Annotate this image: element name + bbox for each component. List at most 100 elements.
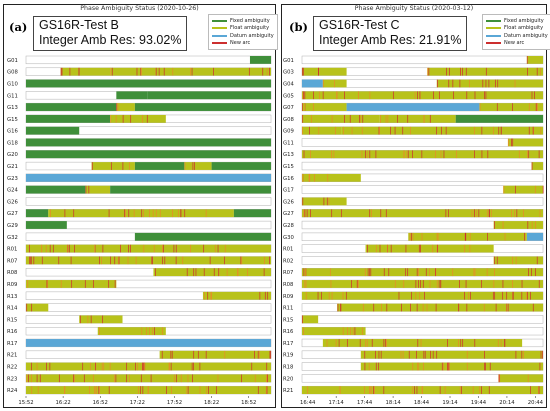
newarc-tick <box>464 232 466 241</box>
newarc-tick <box>74 374 76 383</box>
newarc-tick <box>535 221 536 229</box>
newarc-tick <box>102 315 104 324</box>
newarc-tick <box>432 244 434 253</box>
x-tick-label-5: 19:14 <box>442 400 458 406</box>
legend-entry-datum: Datum ambiguity <box>486 32 548 40</box>
newarc-tick <box>436 244 438 253</box>
newarc-tick <box>211 291 213 300</box>
sat-label-G11: G11 <box>283 140 294 146</box>
newarc-tick <box>474 150 475 159</box>
newarc-tick <box>128 244 129 253</box>
newarc-tick <box>108 209 110 218</box>
newarc-tick <box>186 386 188 394</box>
newarc-tick <box>354 327 356 336</box>
newarc-tick <box>516 209 518 218</box>
segment-G21-1 <box>134 162 185 170</box>
segment-G17-0 <box>503 185 543 194</box>
newarc-tick <box>435 268 436 277</box>
newarc-tick <box>498 126 500 135</box>
newarc-tick <box>464 291 465 300</box>
newarc-tick <box>521 350 523 359</box>
segment-G01-0 <box>249 56 271 64</box>
newarc-tick <box>452 268 454 277</box>
newarc-tick <box>314 173 315 182</box>
newarc-tick <box>421 232 423 241</box>
newarc-tick <box>446 67 448 76</box>
newarc-tick <box>484 350 485 359</box>
newarc-tick <box>171 350 173 359</box>
newarc-tick <box>419 91 421 100</box>
legend-label-newarc: New arc <box>504 40 525 47</box>
newarc-tick <box>149 209 150 218</box>
sat-label-G32: G32 <box>7 235 18 241</box>
segment-G27-2 <box>233 209 271 218</box>
newarc-tick <box>205 209 207 218</box>
newarc-tick <box>142 362 144 371</box>
newarc-tick <box>444 386 446 394</box>
newarc-tick <box>342 327 344 336</box>
segment-R16-0 <box>97 327 166 336</box>
panel-a-plot-title: Phase Ambiguity Status (2020-10-26) <box>80 5 199 12</box>
newarc-tick <box>329 268 331 277</box>
newarc-tick <box>64 386 66 394</box>
newarc-tick <box>116 103 118 111</box>
newarc-tick <box>481 280 482 288</box>
segment-R15-0 <box>79 315 123 324</box>
newarc-tick <box>538 386 539 394</box>
newarc-tick <box>387 114 389 123</box>
newarc-tick <box>331 114 333 123</box>
newarc-tick <box>173 244 175 253</box>
newarc-tick <box>402 126 404 135</box>
newarc-tick <box>46 362 47 371</box>
legend-label-fixed: Fixed ambiguity <box>504 17 544 24</box>
newarc-tick <box>311 114 312 123</box>
newarc-tick <box>405 268 407 277</box>
sat-label-R08: R08 <box>7 270 18 276</box>
panel-b: Phase Ambiguity Status (2020-03-12) G01 G… <box>281 4 550 408</box>
sat-label-G16: G16 <box>283 176 294 182</box>
newarc-tick <box>486 268 488 277</box>
newarc-tick <box>199 362 201 371</box>
x-tick-label-1: 17:14 <box>329 400 345 406</box>
newarc-tick <box>192 162 194 170</box>
newarc-tick <box>523 209 524 218</box>
newarc-tick <box>89 386 90 394</box>
segment-G27-0 <box>26 209 49 218</box>
newarc-tick <box>383 268 385 277</box>
segment-G20-0 <box>26 150 271 159</box>
newarc-tick <box>539 67 541 76</box>
sat-label-R01: R01 <box>7 247 17 253</box>
segment-G27-1 <box>48 209 234 218</box>
newarc-tick <box>367 268 369 277</box>
newarc-tick <box>99 327 100 336</box>
sat-label-G10: G10 <box>7 81 18 87</box>
newarc-tick <box>197 350 199 359</box>
newarc-tick <box>317 291 319 300</box>
newarc-tick <box>455 150 457 159</box>
newarc-tick <box>419 291 421 300</box>
newarc-tick <box>254 350 255 359</box>
newarc-tick <box>363 303 364 312</box>
newarc-tick <box>41 244 42 253</box>
newarc-tick <box>136 67 138 76</box>
segment-R07-0 <box>26 256 271 265</box>
newarc-tick <box>373 386 374 394</box>
newarc-tick <box>538 280 540 288</box>
newarc-tick <box>494 268 495 277</box>
newarc-tick <box>30 256 32 265</box>
newarc-tick <box>369 150 371 159</box>
newarc-tick <box>448 362 449 371</box>
segment-G27-0 <box>302 209 543 218</box>
newarc-tick <box>155 209 157 218</box>
newarc-tick <box>108 280 110 288</box>
newarc-tick <box>466 362 468 371</box>
newarc-tick <box>428 67 430 76</box>
newarc-tick <box>263 268 265 277</box>
sat-label-G20: G20 <box>7 152 18 158</box>
newarc-tick <box>487 232 488 241</box>
newarc-tick <box>405 244 407 253</box>
newarc-tick <box>502 280 504 288</box>
x-tick-label-7: 20:14 <box>499 400 515 406</box>
segment-G16-0 <box>302 173 361 182</box>
newarc-tick <box>265 374 267 383</box>
